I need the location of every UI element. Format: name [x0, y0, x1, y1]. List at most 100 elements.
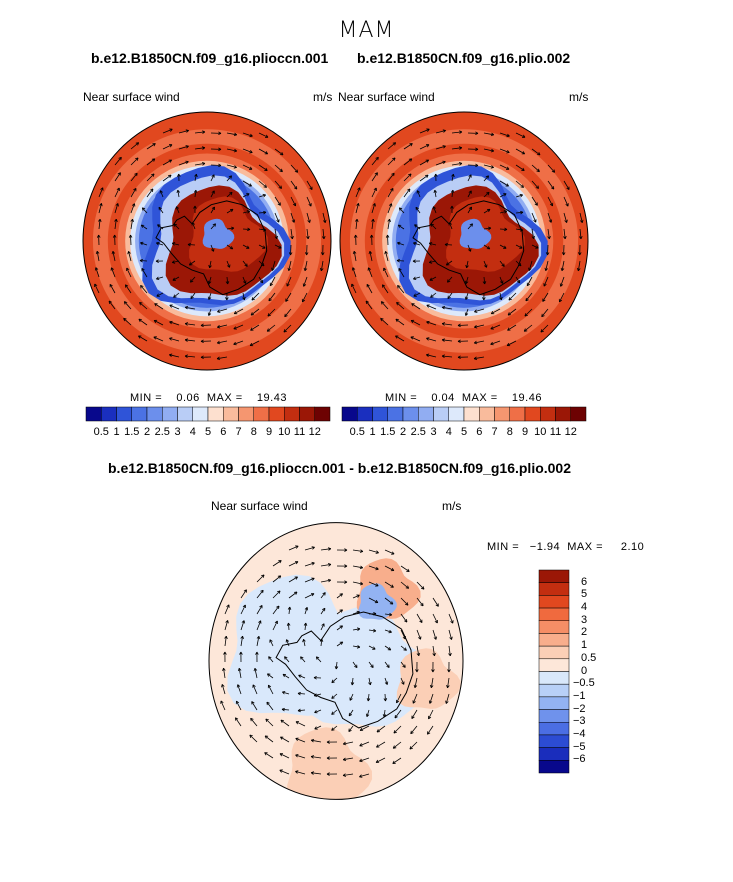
wind-vector-head	[262, 193, 266, 198]
wind-vector-head	[201, 162, 206, 166]
wind-vector-head	[286, 283, 290, 287]
wind-vector	[242, 148, 253, 153]
wind-vector	[284, 656, 290, 663]
map-case-a	[82, 111, 332, 371]
wind-vector	[366, 709, 370, 717]
wind-vector-head	[520, 184, 524, 188]
wind-vector-head	[278, 245, 282, 249]
wind-vector-head	[559, 283, 564, 287]
wind-vector	[412, 693, 418, 704]
wind-vector-head	[291, 219, 296, 223]
colorbar-swatch	[463, 406, 480, 422]
wind-vector-head	[279, 168, 283, 173]
wind-vector-head	[295, 737, 299, 741]
wind-vector-head	[313, 693, 318, 697]
wind-vector-head	[94, 267, 99, 271]
wind-vector	[448, 613, 454, 624]
wind-vector	[178, 130, 189, 134]
wind-vector-head	[184, 338, 189, 342]
wind-vector-head	[243, 280, 247, 284]
wind-vector	[194, 131, 205, 134]
wind-vector	[314, 693, 322, 697]
wind-vector-head	[339, 625, 343, 629]
wind-vector	[515, 180, 524, 188]
wind-vector-head	[368, 681, 372, 686]
colorbar-tick-label: 5	[581, 588, 588, 601]
wind-vector-head	[521, 167, 525, 171]
wind-vector-head	[156, 293, 160, 297]
wind-vector	[371, 157, 379, 166]
wind-vector	[290, 196, 296, 207]
wind-vector	[432, 645, 435, 656]
wind-vector	[430, 677, 434, 688]
wind-vector-head	[392, 142, 397, 146]
wind-vector-head	[415, 206, 419, 211]
wind-vector-head	[241, 620, 246, 624]
wind-vector	[336, 625, 343, 631]
wind-vector-head	[446, 684, 450, 689]
wind-vector	[320, 638, 323, 647]
wind-vector	[415, 206, 421, 214]
wind-vector	[352, 581, 363, 585]
wind-vector-head	[536, 168, 540, 173]
wind-vector	[185, 323, 196, 326]
wind-vector-head	[110, 267, 114, 271]
wind-vector-head	[359, 758, 363, 763]
wind-vector	[371, 203, 376, 214]
wind-vector	[156, 276, 164, 280]
wind-vector-head	[500, 280, 504, 284]
wind-vector	[254, 668, 258, 679]
wind-vector-head	[445, 700, 449, 704]
wind-vector	[302, 292, 308, 303]
wind-vector-head	[519, 245, 523, 249]
wind-vector-head	[501, 263, 505, 267]
wind-vector-head	[185, 145, 189, 149]
wind-vector-head	[242, 296, 246, 301]
wind-vector	[304, 546, 315, 551]
colorbar-swatch	[433, 406, 449, 422]
wind-vector-head	[287, 606, 292, 610]
wind-vector	[138, 335, 148, 342]
wind-vector-head	[153, 319, 158, 324]
wind-vector	[343, 757, 354, 761]
wind-vector-head	[543, 283, 547, 287]
wind-vector	[451, 131, 462, 134]
wind-vector	[403, 173, 412, 182]
wind-vector-head	[348, 712, 353, 717]
wind-vector-head	[548, 219, 553, 223]
wind-vector	[352, 661, 358, 668]
wind-vector-head	[407, 188, 411, 192]
wind-vector	[444, 244, 453, 246]
wind-vector-head	[425, 159, 430, 163]
wind-vector	[383, 709, 386, 718]
wind-vector-head	[131, 203, 136, 207]
wind-vector	[258, 260, 265, 267]
wind-vector-head	[371, 218, 375, 223]
wind-vector	[343, 741, 354, 745]
wind-vector-head	[150, 188, 154, 192]
wind-vector	[300, 656, 306, 663]
wind-vector-head	[304, 252, 309, 256]
wind-vector-head	[519, 193, 523, 198]
wind-vector	[210, 223, 216, 230]
wind-vector	[200, 324, 212, 326]
wind-vector	[256, 589, 264, 599]
wind-vector-head	[266, 701, 270, 706]
wind-vector	[465, 292, 469, 300]
wind-vector-head	[490, 132, 495, 137]
wind-vector	[146, 173, 155, 182]
wind-vector-head	[549, 202, 554, 207]
wind-vector	[256, 605, 263, 615]
wind-vector-head	[247, 227, 251, 232]
wind-vector-head	[156, 276, 160, 280]
wind-vector-head	[482, 281, 487, 285]
wind-vector-head	[449, 636, 453, 640]
wind-vector	[400, 565, 410, 572]
colorbar-tick-label: 11	[549, 426, 562, 438]
wind-vector	[269, 276, 276, 286]
wind-vector	[94, 283, 100, 294]
wind-vector-head	[565, 203, 569, 207]
wind-vector	[352, 645, 360, 648]
wind-vector-head	[116, 187, 120, 192]
wind-vector	[563, 180, 570, 190]
